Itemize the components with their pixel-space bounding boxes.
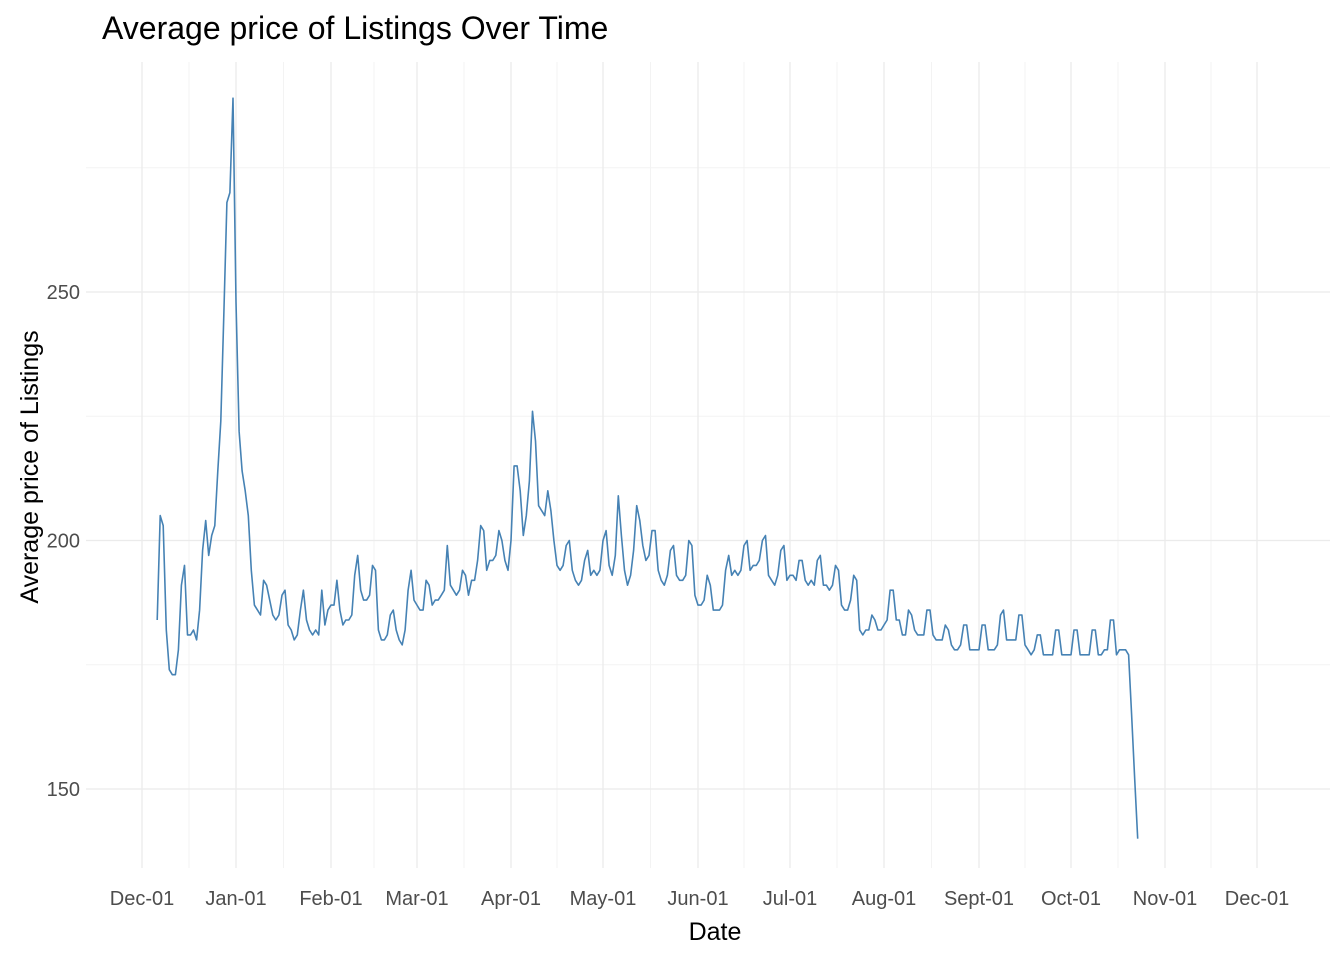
x-tick-label: Mar-01 bbox=[385, 888, 448, 910]
y-tick-label: 250 bbox=[47, 282, 80, 304]
y-tick-labels: 150 200 250 bbox=[47, 282, 80, 801]
minor-grid bbox=[86, 62, 1330, 868]
x-tick-label: Jul-01 bbox=[763, 888, 817, 910]
x-tick-label: Apr-01 bbox=[481, 888, 541, 910]
x-tick-labels: Dec-01 Jan-01 Feb-01 Mar-01 Apr-01 May-01 Jun-… bbox=[110, 888, 1289, 910]
y-tick-label: 150 bbox=[47, 779, 80, 801]
chart-title: Average price of Listings Over Time bbox=[102, 10, 609, 46]
x-tick-label: May-01 bbox=[570, 888, 637, 910]
y-tick-label: 200 bbox=[47, 531, 80, 553]
x-tick-label: Dec-01 bbox=[110, 888, 174, 910]
major-grid bbox=[86, 62, 1330, 868]
x-axis-title: Date bbox=[689, 918, 742, 946]
x-tick-label: Feb-01 bbox=[299, 888, 362, 910]
x-tick-label: Aug-01 bbox=[852, 888, 917, 910]
price-series-line bbox=[156, 97, 1139, 839]
x-tick-label: Nov-01 bbox=[1133, 888, 1197, 910]
y-axis-title: Average price of Listings bbox=[16, 330, 44, 603]
x-tick-label: Oct-01 bbox=[1041, 888, 1101, 910]
x-tick-label: Dec-01 bbox=[1225, 888, 1289, 910]
x-tick-label: Sept-01 bbox=[944, 888, 1014, 910]
x-tick-label: Jun-01 bbox=[667, 888, 728, 910]
x-tick-label: Jan-01 bbox=[205, 888, 266, 910]
